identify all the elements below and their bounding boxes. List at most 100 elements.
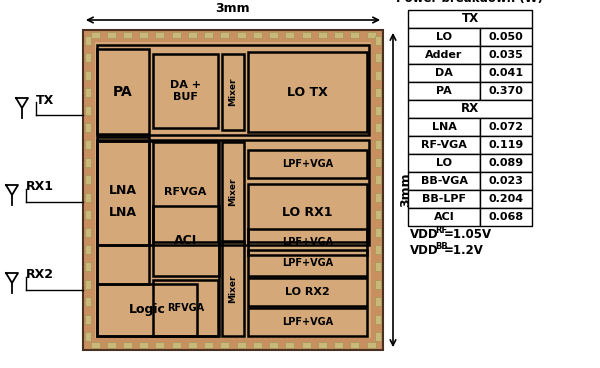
- Bar: [480, 64, 532, 82]
- Text: 3mm: 3mm: [215, 2, 250, 15]
- Bar: [367, 342, 376, 348]
- Text: TX: TX: [36, 93, 54, 106]
- Bar: [248, 308, 367, 336]
- Bar: [85, 141, 91, 149]
- Bar: [375, 332, 381, 341]
- Text: 0.204: 0.204: [488, 194, 524, 204]
- Text: BB-LPF: BB-LPF: [422, 194, 466, 204]
- Bar: [375, 175, 381, 184]
- Bar: [153, 142, 218, 242]
- Bar: [85, 227, 91, 237]
- Bar: [375, 245, 381, 254]
- Bar: [85, 106, 91, 115]
- Bar: [253, 32, 262, 38]
- Bar: [408, 64, 480, 82]
- Text: VDD: VDD: [410, 244, 439, 257]
- Bar: [222, 54, 244, 130]
- Text: LPF+VGA: LPF+VGA: [282, 258, 333, 268]
- Text: 0.023: 0.023: [488, 176, 523, 186]
- Bar: [97, 49, 149, 134]
- Bar: [85, 88, 91, 97]
- Bar: [480, 208, 532, 226]
- Bar: [97, 140, 369, 245]
- Text: LO: LO: [436, 158, 452, 168]
- Bar: [318, 32, 327, 38]
- Bar: [248, 250, 367, 276]
- Bar: [172, 342, 181, 348]
- Bar: [85, 36, 91, 45]
- Bar: [350, 32, 359, 38]
- Bar: [85, 123, 91, 132]
- Bar: [269, 342, 278, 348]
- Text: LO RX1: LO RX1: [282, 206, 333, 219]
- Bar: [172, 32, 181, 38]
- Bar: [248, 278, 367, 306]
- Text: PA: PA: [113, 85, 133, 99]
- Bar: [375, 227, 381, 237]
- Bar: [375, 193, 381, 202]
- Bar: [248, 229, 367, 255]
- Bar: [408, 46, 480, 64]
- Bar: [97, 45, 369, 135]
- Text: VDD: VDD: [410, 228, 439, 241]
- Bar: [367, 32, 376, 38]
- Bar: [222, 142, 244, 242]
- Text: Adder: Adder: [425, 50, 463, 60]
- Text: LPF+VGA: LPF+VGA: [282, 317, 333, 327]
- Text: RFVGA: RFVGA: [167, 303, 204, 313]
- Bar: [155, 342, 164, 348]
- Bar: [480, 136, 532, 154]
- Text: LNA: LNA: [431, 122, 457, 132]
- Text: RF: RF: [435, 226, 447, 235]
- Text: RX2: RX2: [26, 269, 54, 282]
- Text: ACI: ACI: [434, 212, 454, 222]
- Text: 0.035: 0.035: [488, 50, 523, 60]
- Bar: [85, 193, 91, 202]
- Bar: [236, 342, 245, 348]
- Bar: [375, 158, 381, 167]
- Text: DA: DA: [435, 68, 453, 78]
- Bar: [408, 82, 480, 100]
- Text: Power breakdown (W): Power breakdown (W): [397, 0, 544, 5]
- Bar: [408, 208, 480, 226]
- Text: LNA: LNA: [109, 206, 137, 219]
- Bar: [85, 262, 91, 271]
- Text: DA +
BUF: DA + BUF: [170, 80, 201, 102]
- Bar: [375, 53, 381, 63]
- Bar: [480, 172, 532, 190]
- Text: RX: RX: [461, 103, 479, 116]
- Bar: [222, 241, 244, 336]
- Bar: [408, 28, 480, 46]
- Text: 0.050: 0.050: [488, 32, 523, 42]
- Bar: [375, 280, 381, 289]
- Bar: [91, 342, 100, 348]
- Bar: [375, 88, 381, 97]
- Bar: [85, 332, 91, 341]
- Text: Logic: Logic: [128, 304, 166, 316]
- Bar: [83, 30, 383, 350]
- Text: RFVGA: RFVGA: [164, 187, 206, 197]
- Bar: [248, 184, 367, 242]
- Bar: [153, 206, 219, 276]
- Bar: [85, 210, 91, 219]
- Text: =1.2V: =1.2V: [444, 244, 484, 257]
- Text: 0.370: 0.370: [488, 86, 523, 96]
- Text: 0.089: 0.089: [488, 158, 524, 168]
- Bar: [95, 42, 371, 338]
- Text: LO TX: LO TX: [287, 85, 328, 99]
- Bar: [204, 32, 213, 38]
- Bar: [85, 245, 91, 254]
- Bar: [97, 141, 219, 336]
- Bar: [375, 210, 381, 219]
- Bar: [85, 53, 91, 63]
- Bar: [139, 32, 148, 38]
- Bar: [408, 136, 480, 154]
- Bar: [375, 141, 381, 149]
- Bar: [188, 32, 197, 38]
- Bar: [408, 190, 480, 208]
- Bar: [85, 71, 91, 80]
- Bar: [480, 46, 532, 64]
- Bar: [334, 32, 343, 38]
- Bar: [155, 32, 164, 38]
- Bar: [408, 172, 480, 190]
